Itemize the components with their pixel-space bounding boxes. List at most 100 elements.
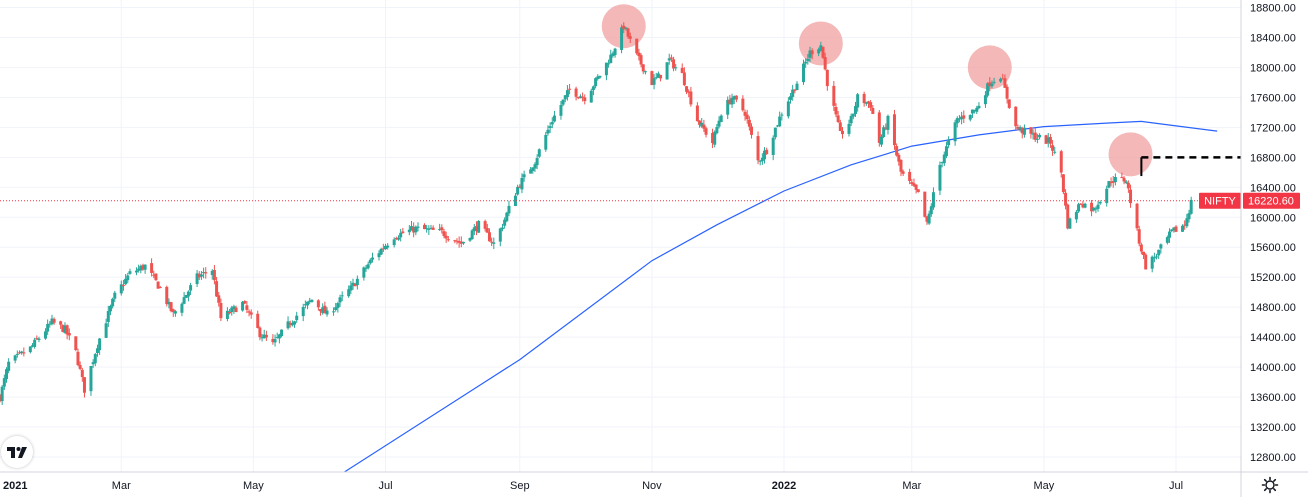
candle-body: [1066, 204, 1070, 229]
candle-body: [789, 96, 793, 100]
y-tick-label: 15200.00: [1250, 272, 1296, 284]
candle-body: [604, 62, 608, 76]
candle-body: [973, 109, 977, 112]
candle-body: [565, 90, 569, 98]
candle-body: [529, 169, 533, 174]
candle-body: [355, 278, 359, 286]
candle-body: [1150, 256, 1154, 269]
candle-body: [940, 162, 944, 164]
candle-body: [381, 248, 385, 250]
candle-body: [1144, 254, 1148, 270]
candle-body: [1142, 251, 1146, 255]
candle-body: [537, 149, 541, 157]
candle-body: [513, 195, 517, 207]
candle-body: [931, 192, 935, 208]
candle-body: [1139, 244, 1143, 252]
candle-body: [698, 120, 702, 125]
tradingview-logo-icon[interactable]: [1, 436, 33, 468]
candle-body: [1083, 203, 1087, 208]
x-tick-label: Jul: [378, 480, 392, 492]
candle-body: [825, 69, 829, 87]
candle-body: [897, 154, 901, 162]
candle-body: [474, 226, 478, 232]
candle-body: [665, 62, 669, 80]
candle-body: [791, 89, 795, 97]
gear-icon[interactable]: [1259, 475, 1281, 495]
candle-body: [232, 306, 236, 310]
candle-body: [124, 278, 128, 285]
candle-body: [470, 230, 474, 240]
candle-body: [35, 338, 39, 340]
candle-body: [93, 354, 97, 364]
candle-body: [726, 99, 730, 115]
candle-body: [594, 78, 598, 87]
y-tick-label: 14400.00: [1250, 332, 1296, 344]
candle-body: [241, 301, 245, 311]
candle-body: [442, 231, 446, 236]
candle-body: [1048, 136, 1052, 144]
candle-body: [654, 77, 658, 79]
candle-body: [522, 174, 526, 178]
candle-body: [1074, 211, 1078, 220]
candle-body: [126, 275, 130, 281]
candle-body: [702, 124, 706, 129]
candle-body: [962, 115, 966, 119]
candle-body: [249, 312, 253, 315]
y-tick-label: 16000.00: [1250, 212, 1296, 224]
candle-body: [700, 122, 704, 127]
candle-body: [1168, 231, 1172, 238]
candle-body: [641, 64, 645, 72]
candle-body: [446, 239, 450, 241]
candle-body: [591, 86, 595, 91]
candle-body: [624, 27, 628, 29]
candle-body: [76, 351, 80, 365]
y-tick-label: 16400.00: [1250, 182, 1296, 194]
candle-body: [429, 227, 433, 229]
candle-body: [472, 227, 476, 232]
candle-body: [713, 131, 717, 145]
candle-body: [202, 272, 206, 274]
candle-body: [410, 226, 414, 231]
candle-body: [568, 88, 572, 90]
y-tick-label: 14000.00: [1250, 362, 1296, 374]
candle-body: [180, 303, 184, 313]
candle-body: [1165, 237, 1169, 243]
candle-body: [1081, 204, 1085, 208]
candle-body: [104, 323, 108, 338]
candle-body: [1172, 227, 1176, 231]
candle-body: [50, 318, 54, 325]
candle-body: [776, 125, 780, 127]
candle-body: [210, 270, 214, 276]
candle-body: [923, 191, 927, 217]
candle-body: [108, 305, 112, 312]
candle-body: [156, 281, 160, 289]
candle-body: [1020, 128, 1024, 134]
overlays: NIFTY 16220.60: [0, 156, 1300, 209]
candle-body: [1155, 256, 1159, 258]
candle-body: [308, 300, 312, 302]
candle-body: [786, 101, 790, 117]
candle-body: [901, 171, 905, 174]
candle-body: [862, 93, 866, 104]
candle-body: [7, 361, 11, 371]
candle-body: [578, 96, 582, 99]
candle-body: [386, 245, 390, 248]
candle-body: [544, 134, 548, 150]
candle-body: [1044, 135, 1048, 144]
candle-body: [643, 71, 647, 73]
candle-body: [1001, 78, 1005, 80]
candle-body: [427, 228, 431, 230]
candle-body: [1077, 204, 1081, 212]
candle-body: [394, 238, 398, 240]
candle-body: [377, 253, 381, 258]
candle-body: [988, 82, 992, 87]
candle-body: [808, 50, 812, 58]
candle-body: [1014, 106, 1018, 127]
candle-body: [999, 78, 1003, 82]
candle-body: [455, 240, 459, 242]
candle-body: [598, 75, 602, 78]
candle-body: [810, 50, 814, 55]
